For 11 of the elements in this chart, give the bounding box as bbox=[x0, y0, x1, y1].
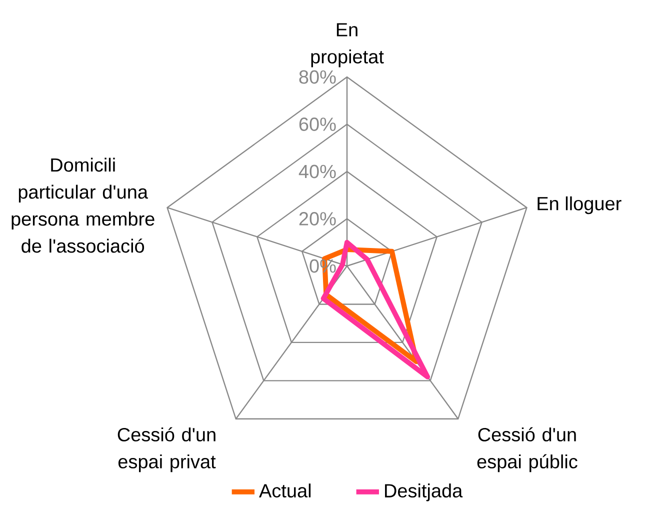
spoke-label: Cessió d'un espai públic bbox=[477, 427, 578, 472]
y-tick-label: 40% bbox=[298, 164, 336, 178]
y-tick-label: 80% bbox=[299, 70, 336, 84]
spoke-label: En lloguer bbox=[538, 196, 622, 214]
spoke-label: En propietat bbox=[311, 23, 384, 68]
y-tick-label: 60% bbox=[299, 118, 336, 131]
legend-label: Actual bbox=[259, 484, 311, 498]
spoke-label: Domicili particular d'una persona membre de l'associació bbox=[12, 158, 154, 253]
legend-label: Desitjada bbox=[385, 484, 463, 502]
y-tick-label: 20% bbox=[299, 212, 336, 226]
spoke-label: Cessió d'un espai privat bbox=[118, 427, 216, 472]
